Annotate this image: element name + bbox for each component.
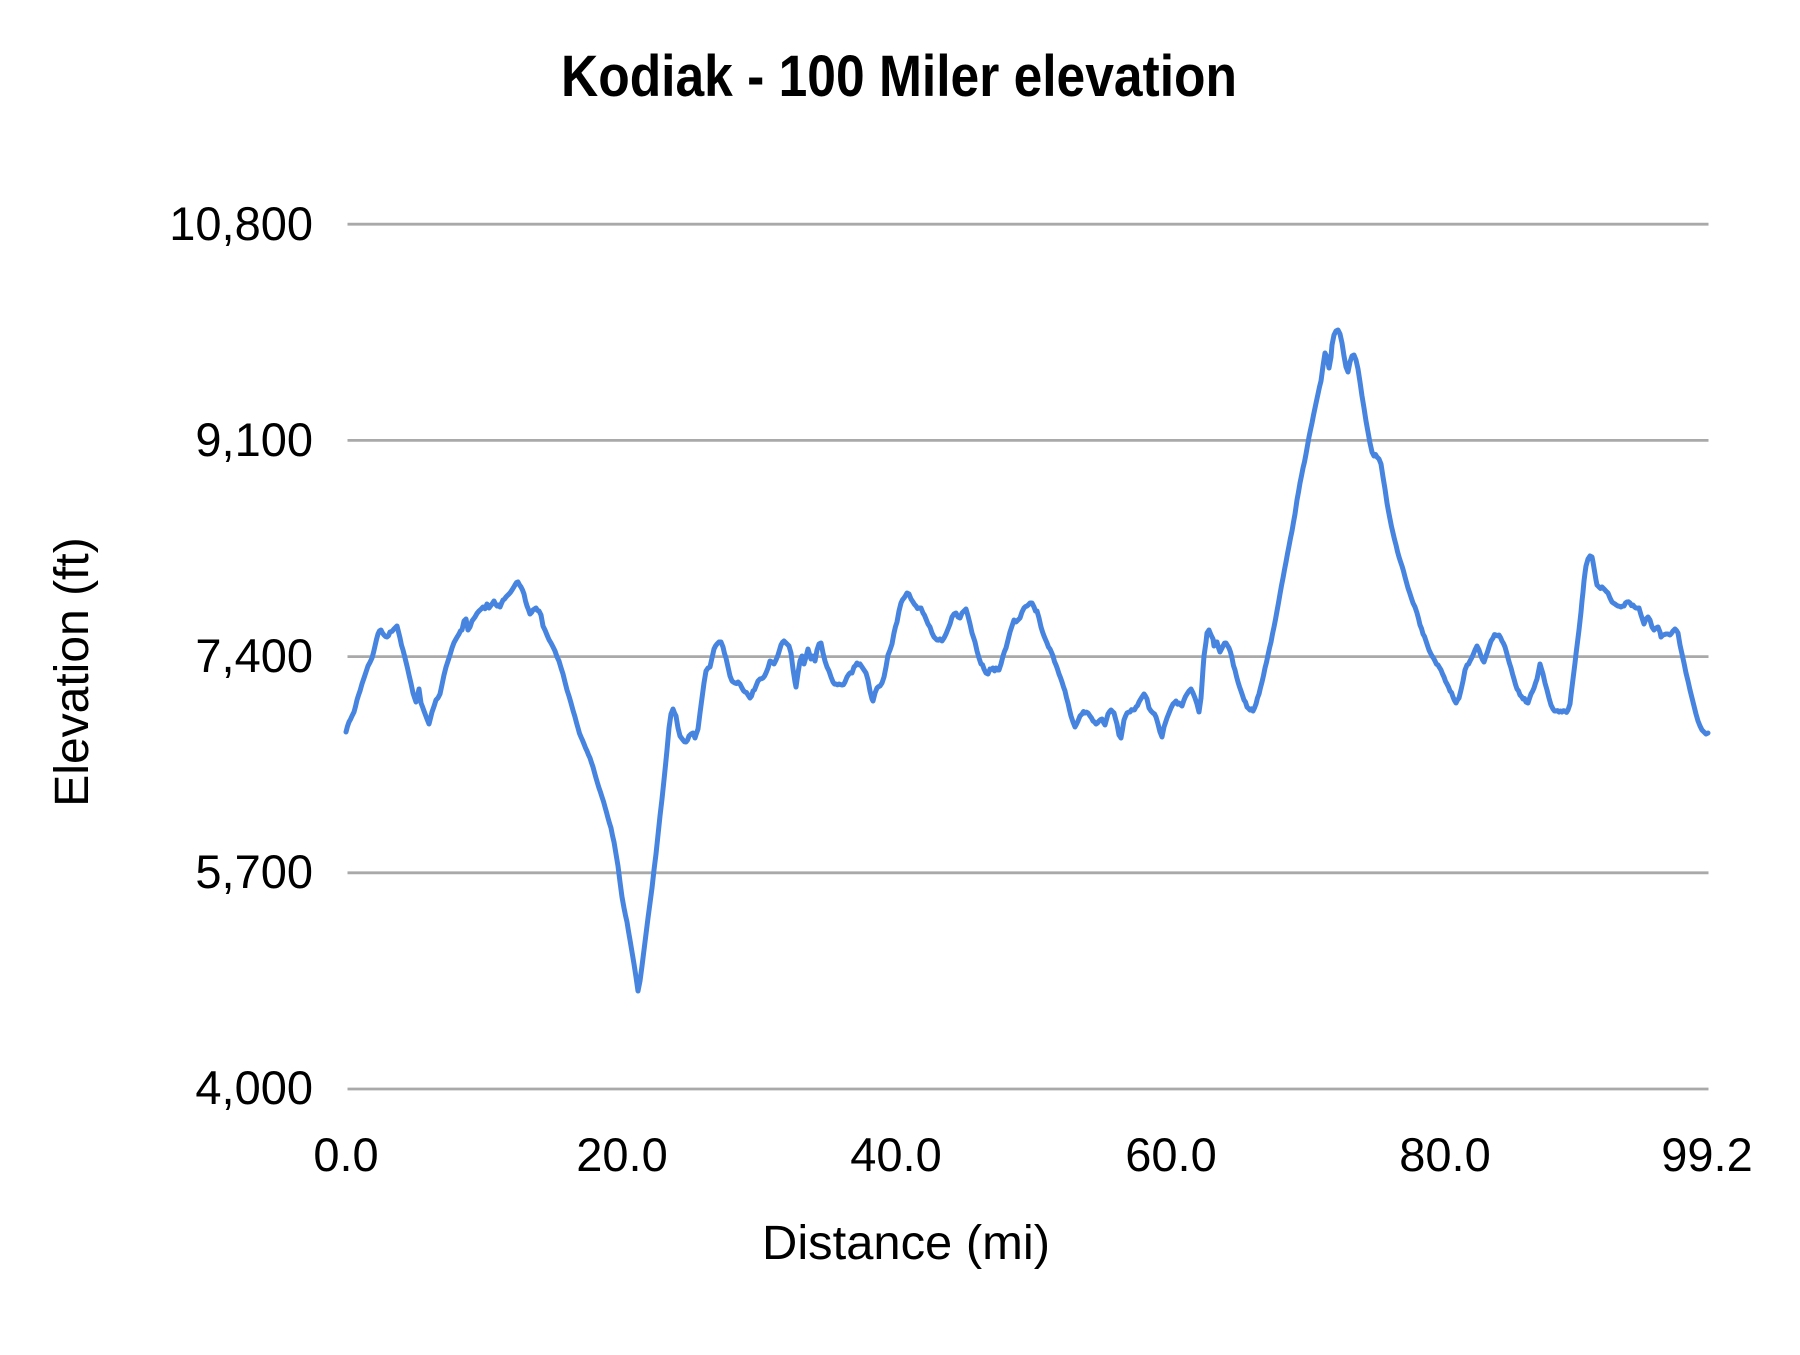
svg-text:Distance (mi): Distance (mi) <box>762 1217 1050 1270</box>
svg-text:4,000: 4,000 <box>195 1061 313 1114</box>
svg-text:Kodiak - 100 Miler elevation: Kodiak - 100 Miler elevation <box>561 44 1237 109</box>
svg-text:5,700: 5,700 <box>195 845 313 898</box>
svg-text:Elevation (ft): Elevation (ft) <box>46 537 99 806</box>
svg-text:40.0: 40.0 <box>850 1128 941 1181</box>
svg-text:80.0: 80.0 <box>1399 1128 1490 1181</box>
svg-text:10,800: 10,800 <box>169 197 313 250</box>
svg-text:60.0: 60.0 <box>1125 1128 1216 1181</box>
svg-text:0.0: 0.0 <box>313 1128 378 1181</box>
svg-text:99.2: 99.2 <box>1661 1128 1752 1181</box>
svg-text:20.0: 20.0 <box>576 1128 667 1181</box>
svg-text:7,400: 7,400 <box>195 629 313 682</box>
svg-text:9,100: 9,100 <box>195 413 313 466</box>
